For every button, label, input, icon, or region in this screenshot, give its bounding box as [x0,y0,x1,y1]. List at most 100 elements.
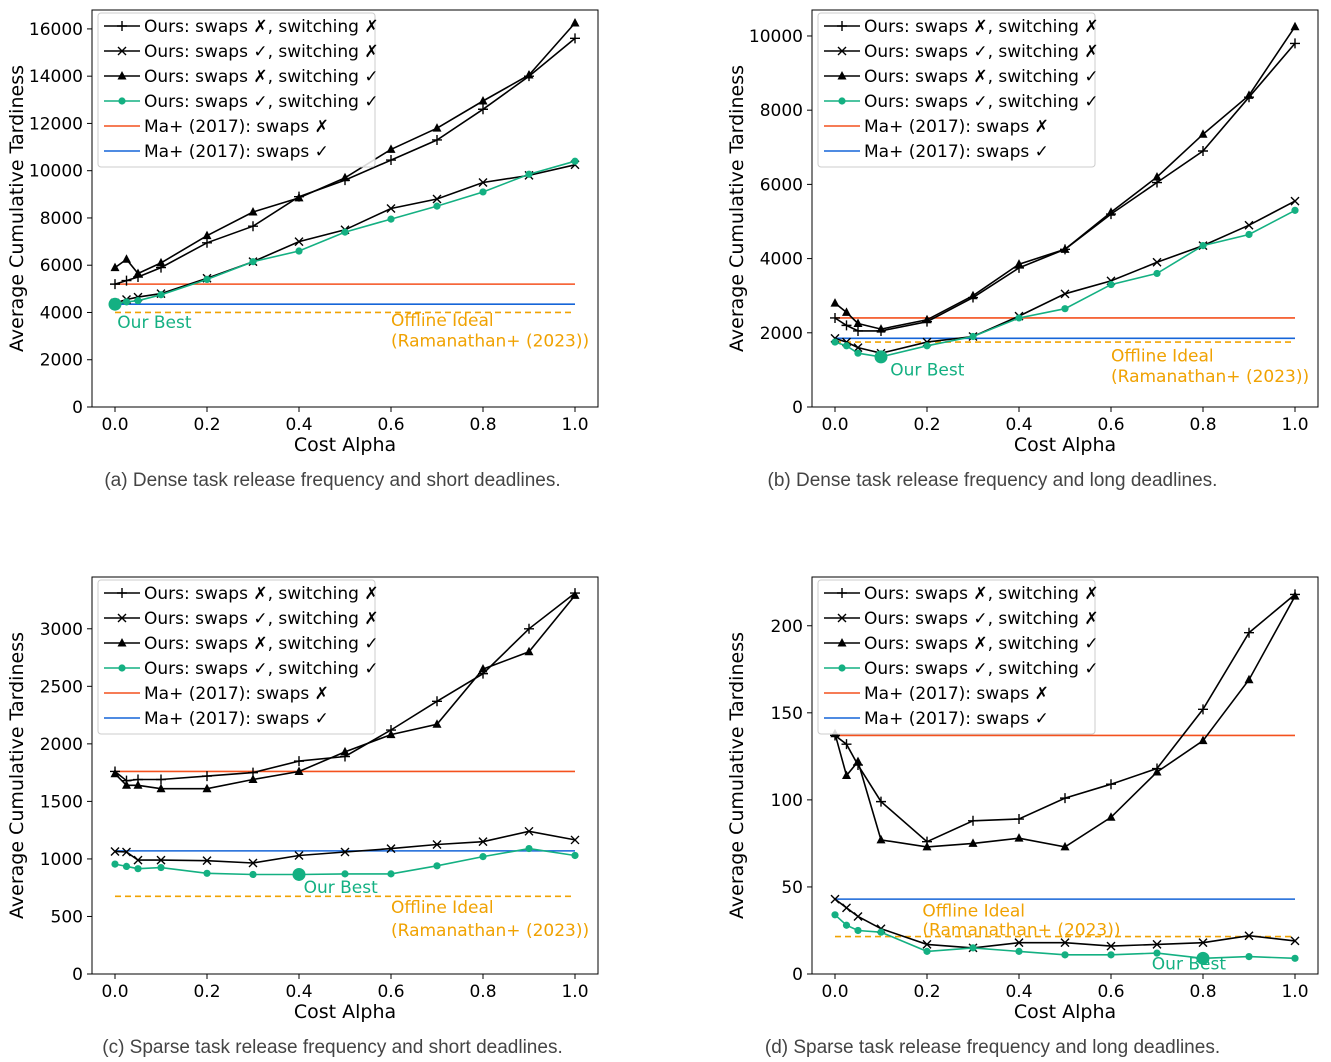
data-point [524,826,534,836]
data-point [1290,936,1300,946]
annotation: (Ramanathan+ (2023)) [1111,367,1309,387]
x-tick-label: 0.2 [913,415,940,435]
data-point [1198,735,1208,745]
data-point [969,332,977,341]
x-axis-label: Cost Alpha [1014,434,1116,456]
data-point [432,123,442,132]
data-point [432,719,442,728]
data-point [1153,269,1161,278]
data-point [525,844,533,853]
data-point [294,756,304,767]
data-point [432,840,442,850]
data-point [478,95,488,105]
data-point [294,766,304,775]
data-point [1244,220,1254,230]
data-point [1152,257,1162,267]
data-point [294,850,304,860]
data-point [1244,674,1254,684]
data-point [1291,954,1299,962]
data-point [1106,812,1116,821]
data-point [248,207,258,216]
x-tick-label: 0.4 [285,982,312,1002]
data-point [1107,951,1115,959]
y-tick-label: 200 [771,617,803,637]
legend-marker [837,638,847,647]
legend-entry: Ours: swaps ✓, switching ✗ [144,609,379,629]
annotation: Offline Ideal [922,902,1025,922]
x-tick-label: 0.6 [1097,982,1124,1002]
y-tick-label: 4000 [40,303,83,323]
legend-entry: Ma+ (2017): swaps ✓ [864,709,1049,729]
legend-entry: Ours: swaps ✗, switching ✓ [864,67,1099,87]
annotation: Our Best [117,313,192,333]
data-point [478,104,488,115]
data-point [853,318,863,328]
data-point [202,237,212,248]
y-tick-label: 16000 [29,20,83,40]
data-point [386,144,396,153]
data-point [1106,779,1116,790]
legend-entry: Ma+ (2017): swaps ✗ [144,684,329,704]
legend-marker [117,21,127,31]
legend-entry: Ours: swaps ✗, switching ✗ [144,584,379,604]
y-tick-label: 100 [771,791,803,811]
data-point [432,134,442,145]
data-point [248,221,258,232]
data-point [1198,704,1208,715]
chart-b: 0 2000 4000 6000 8000 10000 0.0 0.2 0.4 0.6 0.8 1.0… [726,9,1319,456]
legend-marker [837,21,847,31]
legend-entry: Ours: swaps ✓, switching ✓ [864,659,1099,679]
data-point [831,338,839,346]
data-point [841,739,852,750]
legend-entry: Ours: swaps ✓, switching ✓ [864,92,1099,112]
legend-entry: Ma+ (2017): swaps ✓ [144,142,329,162]
legend-entry: Ours: swaps ✗, switching ✓ [144,634,379,654]
data-point [386,729,396,739]
data-point [1199,242,1207,250]
data-point [842,307,851,316]
y-tick-label: 1500 [40,792,83,812]
data-point [831,911,839,919]
data-point [830,312,840,323]
data-point [1060,938,1070,948]
data-point [157,863,165,872]
caption-b: (b) Dense task release frequency and lon… [767,470,1218,491]
y-tick-label: 2000 [40,351,83,371]
y-tick-label: 1000 [40,850,83,870]
y-tick-label: 10000 [29,162,83,182]
data-point [570,17,580,27]
legend-marker [837,46,847,56]
data-point [111,860,119,868]
data-point [842,921,851,929]
legend-entry: Ours: swaps ✗, switching ✗ [864,584,1099,604]
best-point-marker [108,297,122,311]
data-point [1107,280,1115,289]
data-point [877,928,885,936]
annotation: (Ramanathan+ (2023)) [391,332,589,352]
data-point [1198,145,1208,156]
plot-frame [91,9,599,408]
x-tick-label: 1.0 [1281,415,1308,435]
legend-box [97,579,376,735]
legend-entry: Ours: swaps ✓, switching ✗ [864,42,1099,62]
data-point [1060,793,1070,804]
legend-entry: Ours: swaps ✓, switching ✗ [864,609,1099,629]
data-point [1106,207,1116,216]
series-line-1 [834,200,1296,355]
data-point [830,298,840,307]
data-point [842,770,851,779]
x-tick-label: 0.8 [1189,415,1216,435]
legend-marker [117,71,127,80]
data-point [432,194,442,204]
y-tick-label: 0 [72,965,83,985]
data-point [478,178,488,188]
x-tick-label: 1.0 [561,415,588,435]
caption-c: (c) Sparse task release frequency and sh… [102,1037,563,1058]
legend-box [97,12,376,168]
legend-entry: Ours: swaps ✓, switching ✓ [144,92,379,112]
data-point [1060,244,1070,253]
data-point [1060,841,1070,851]
legend-marker [837,71,847,80]
data-point [294,192,304,202]
data-point [432,696,442,707]
